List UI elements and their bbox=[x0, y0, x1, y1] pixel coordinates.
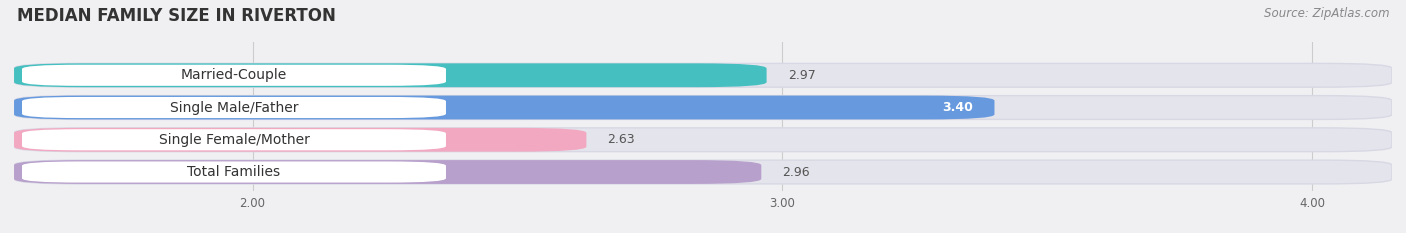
FancyBboxPatch shape bbox=[14, 128, 586, 152]
Text: Married-Couple: Married-Couple bbox=[181, 68, 287, 82]
FancyBboxPatch shape bbox=[14, 96, 994, 120]
Text: Single Male/Father: Single Male/Father bbox=[170, 100, 298, 114]
Text: 3.40: 3.40 bbox=[942, 101, 973, 114]
FancyBboxPatch shape bbox=[22, 161, 446, 183]
Text: MEDIAN FAMILY SIZE IN RIVERTON: MEDIAN FAMILY SIZE IN RIVERTON bbox=[17, 7, 336, 25]
FancyBboxPatch shape bbox=[14, 160, 1392, 184]
FancyBboxPatch shape bbox=[14, 96, 1392, 120]
Text: 2.96: 2.96 bbox=[783, 165, 810, 178]
Text: 2.97: 2.97 bbox=[787, 69, 815, 82]
FancyBboxPatch shape bbox=[22, 129, 446, 150]
Text: Source: ZipAtlas.com: Source: ZipAtlas.com bbox=[1264, 7, 1389, 20]
Text: 2.63: 2.63 bbox=[607, 133, 636, 146]
Text: Total Families: Total Families bbox=[187, 165, 281, 179]
FancyBboxPatch shape bbox=[22, 97, 446, 118]
FancyBboxPatch shape bbox=[22, 65, 446, 86]
Text: Single Female/Mother: Single Female/Mother bbox=[159, 133, 309, 147]
FancyBboxPatch shape bbox=[14, 63, 1392, 87]
FancyBboxPatch shape bbox=[14, 63, 766, 87]
FancyBboxPatch shape bbox=[14, 160, 761, 184]
FancyBboxPatch shape bbox=[14, 128, 1392, 152]
